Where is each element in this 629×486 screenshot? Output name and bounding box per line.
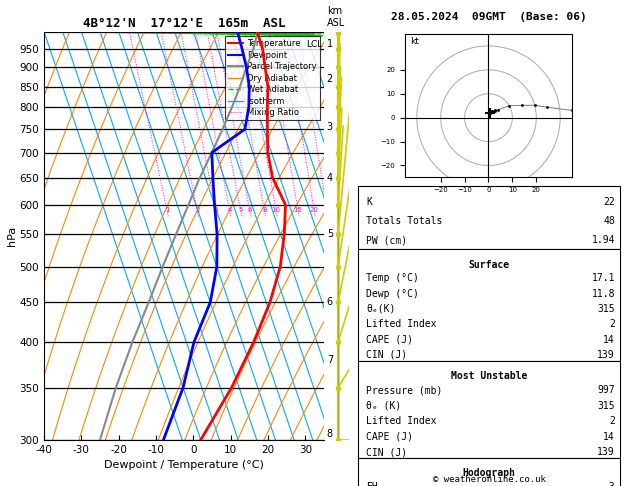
Text: LCL: LCL [306, 40, 323, 49]
Text: 20: 20 [309, 208, 319, 213]
Text: 6: 6 [247, 208, 252, 213]
Text: θₑ (K): θₑ (K) [366, 401, 401, 411]
Y-axis label: hPa: hPa [7, 226, 16, 246]
Text: kt: kt [409, 36, 418, 46]
Text: 14: 14 [603, 334, 615, 345]
Text: 28.05.2024  09GMT  (Base: 06): 28.05.2024 09GMT (Base: 06) [391, 12, 587, 22]
Text: EH: EH [366, 482, 377, 486]
Text: 2: 2 [609, 319, 615, 330]
Text: 6: 6 [326, 297, 333, 307]
Text: 8: 8 [262, 208, 267, 213]
Text: 2: 2 [609, 416, 615, 426]
Text: CAPE (J): CAPE (J) [366, 432, 413, 442]
Text: 2: 2 [326, 74, 333, 84]
Text: 48: 48 [603, 216, 615, 226]
Text: 139: 139 [598, 350, 615, 360]
Text: 997: 997 [598, 385, 615, 395]
Text: Hodograph: Hodograph [462, 469, 516, 478]
Text: K: K [366, 197, 372, 207]
Text: 11.8: 11.8 [591, 289, 615, 298]
Text: θₑ(K): θₑ(K) [366, 304, 395, 314]
Text: Temp (°C): Temp (°C) [366, 273, 419, 283]
Text: 4: 4 [326, 173, 333, 183]
Text: 3: 3 [214, 208, 218, 213]
Text: 17.1: 17.1 [591, 273, 615, 283]
Text: 4: 4 [228, 208, 232, 213]
Text: Most Unstable: Most Unstable [451, 371, 527, 382]
Text: 1.94: 1.94 [591, 235, 615, 245]
Text: Totals Totals: Totals Totals [366, 216, 442, 226]
Text: 15: 15 [294, 208, 303, 213]
Text: 10: 10 [272, 208, 281, 213]
Title: 4B°12'N  17°12'E  165m  ASL: 4B°12'N 17°12'E 165m ASL [83, 17, 285, 31]
Text: -3: -3 [603, 482, 615, 486]
Text: 14: 14 [603, 432, 615, 442]
Text: 8: 8 [326, 429, 333, 439]
Legend: Temperature, Dewpoint, Parcel Trajectory, Dry Adiabat, Wet Adiabat, Isotherm, Mi: Temperature, Dewpoint, Parcel Trajectory… [225, 36, 320, 121]
FancyBboxPatch shape [358, 458, 620, 486]
Text: 5: 5 [326, 229, 333, 239]
Text: Lifted Index: Lifted Index [366, 319, 437, 330]
Text: 5: 5 [238, 208, 243, 213]
Text: 7: 7 [326, 355, 333, 364]
Text: Dewp (°C): Dewp (°C) [366, 289, 419, 298]
Text: 3: 3 [326, 122, 333, 132]
Text: CIN (J): CIN (J) [366, 350, 407, 360]
X-axis label: Dewpoint / Temperature (°C): Dewpoint / Temperature (°C) [104, 460, 264, 470]
Text: 1: 1 [326, 39, 333, 49]
Text: 139: 139 [598, 447, 615, 457]
Text: 315: 315 [598, 401, 615, 411]
Text: Pressure (mb): Pressure (mb) [366, 385, 442, 395]
Text: km
ASL: km ASL [326, 6, 345, 28]
Text: Surface: Surface [469, 260, 509, 270]
Text: 2: 2 [195, 208, 199, 213]
Text: 1: 1 [165, 208, 169, 213]
FancyBboxPatch shape [358, 186, 620, 249]
Text: CIN (J): CIN (J) [366, 447, 407, 457]
FancyBboxPatch shape [358, 249, 620, 361]
Text: 22: 22 [603, 197, 615, 207]
FancyBboxPatch shape [358, 361, 620, 458]
Text: CAPE (J): CAPE (J) [366, 334, 413, 345]
Text: Lifted Index: Lifted Index [366, 416, 437, 426]
Text: PW (cm): PW (cm) [366, 235, 407, 245]
Text: 315: 315 [598, 304, 615, 314]
Text: © weatheronline.co.uk: © weatheronline.co.uk [433, 474, 545, 484]
